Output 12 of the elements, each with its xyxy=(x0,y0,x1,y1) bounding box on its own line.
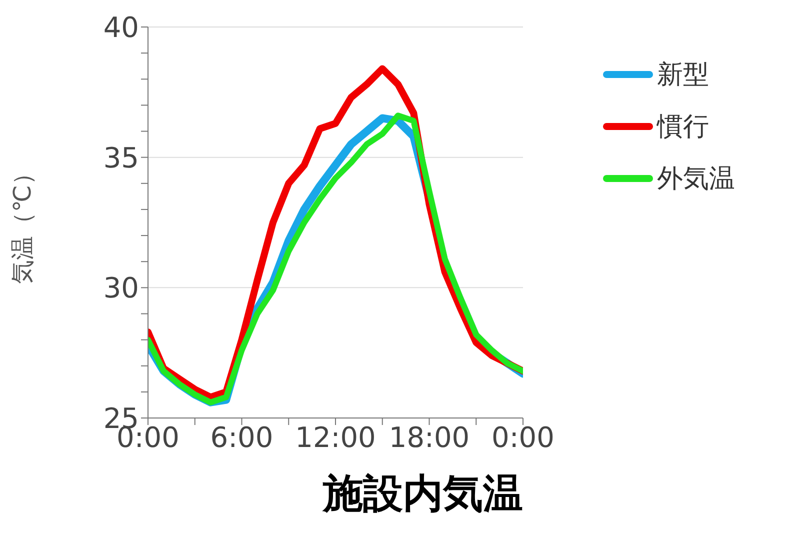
x-tick-label: 6:00 xyxy=(210,420,274,454)
x-tick-label: 0:00 xyxy=(492,420,554,454)
legend-label: 外気温 xyxy=(657,162,735,196)
x-tick-label: 18:00 xyxy=(388,420,470,454)
y-tick-label: 30 xyxy=(103,272,139,305)
text: 施設内気温 xyxy=(321,470,524,519)
legend-label: 新型 xyxy=(657,58,709,92)
x-tick-label: 12:00 xyxy=(295,420,376,454)
y-axis-title: 気温（℃） xyxy=(8,161,37,284)
y-tick-label: 35 xyxy=(103,141,139,174)
y-tick-label: 40 xyxy=(103,10,139,44)
legend-label: 慣行 xyxy=(657,110,709,144)
